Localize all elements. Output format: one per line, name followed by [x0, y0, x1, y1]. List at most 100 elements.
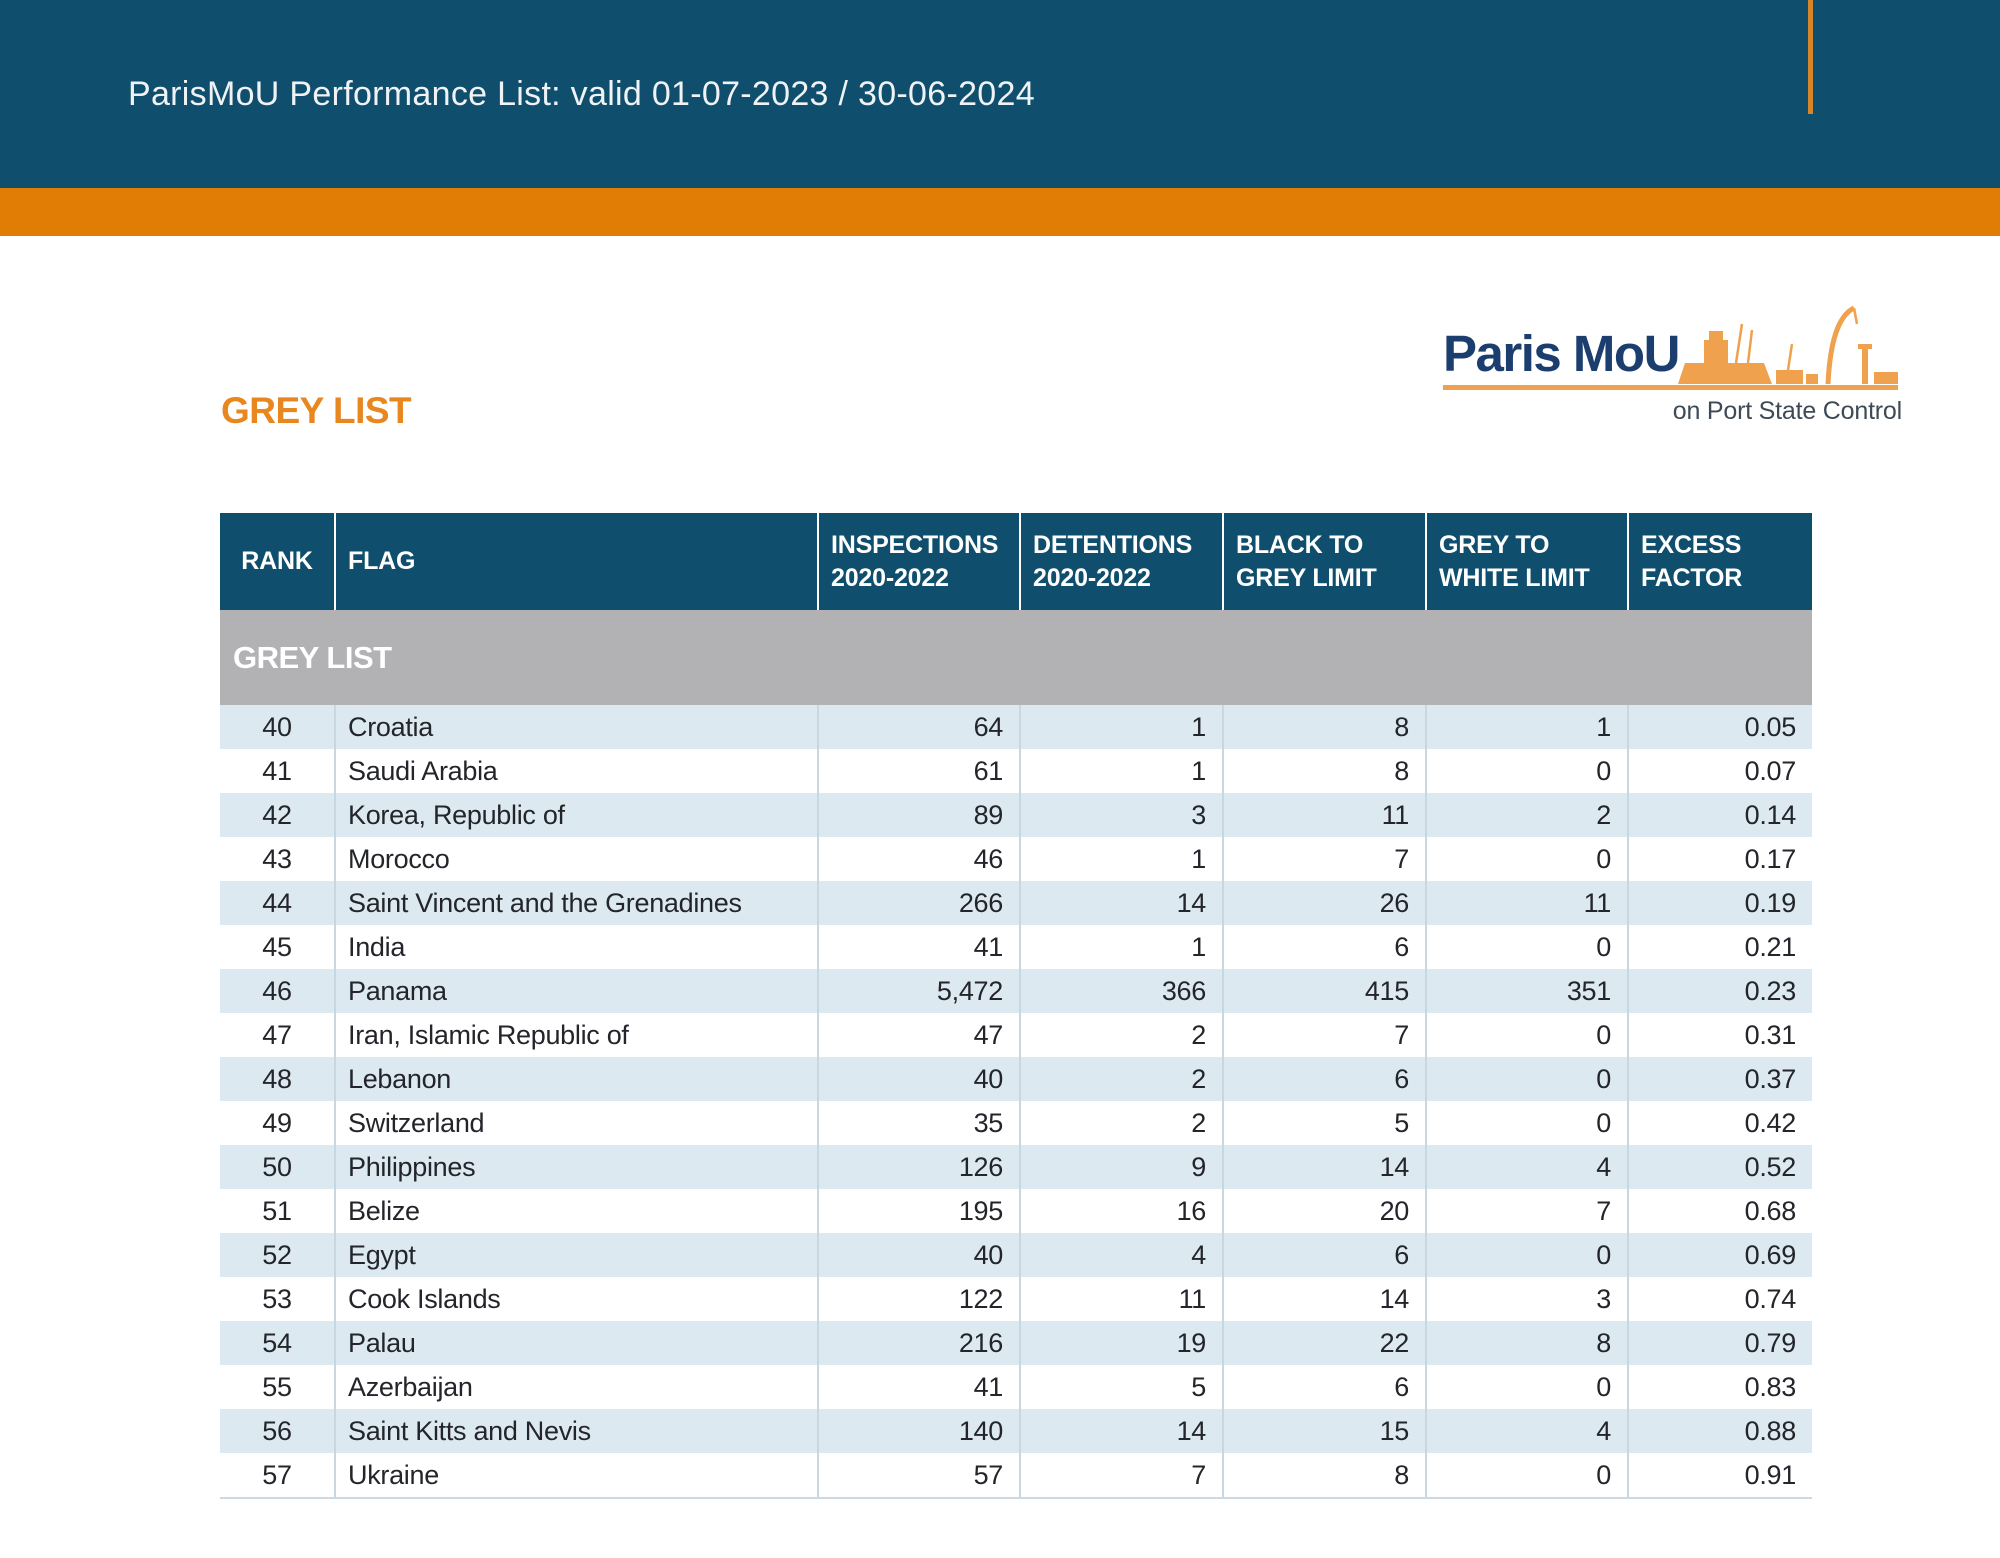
cell-detentions: 14: [1019, 1409, 1223, 1453]
cell-black_to_grey: 6: [1222, 1057, 1426, 1101]
cell-rank: 55: [262, 1371, 292, 1402]
table-row: 42 Korea, Republic of 89 3 11 2 0.14: [220, 793, 1812, 837]
cell-rank: 46: [220, 969, 335, 1013]
page-header-banner: ParisMoU Performance List: valid 01-07-2…: [0, 0, 2000, 188]
cell-excess: 0.23: [1627, 969, 1812, 1013]
cell-detentions: 1: [1019, 705, 1223, 749]
cell-rank: 57: [220, 1453, 335, 1499]
section-title: GREY LIST: [221, 390, 412, 431]
cell-grey_to_white: 351: [1425, 969, 1628, 1013]
col-header-excess-factor: EXCESS FACTOR: [1627, 513, 1812, 610]
cell-rank: 48: [220, 1057, 335, 1101]
cell-rank: 42: [220, 793, 335, 837]
cell-excess: 0.69: [1627, 1233, 1812, 1277]
cell-flag: Palau: [334, 1321, 818, 1365]
cell-flag: Iran, Islamic Republic of: [334, 1013, 818, 1057]
cell-excess: 0.83: [1627, 1365, 1812, 1409]
performance-table: RANK FLAG INSPECTIONS 2020-2022 DETENTIO…: [220, 513, 1812, 1499]
cell-excess: 0.42: [1627, 1101, 1812, 1145]
cell-flag: Azerbaijan: [334, 1365, 818, 1409]
cell-grey_to_white: 4: [1425, 1409, 1628, 1453]
cell-excess: 0.31: [1627, 1013, 1812, 1057]
cell-excess: 0.52: [1627, 1145, 1812, 1189]
cell-black_to_grey: 14: [1222, 1145, 1426, 1189]
cell-flag: Belize: [334, 1189, 818, 1233]
cell-grey_to_white: 4: [1425, 1145, 1628, 1189]
table-row: 47 Iran, Islamic Republic of 47 2 7 0 0.31: [220, 1013, 1812, 1057]
cell-black_to_grey: 22: [1222, 1321, 1426, 1365]
cell-rank: 45: [262, 931, 292, 962]
cell-flag: Korea, Republic of: [334, 793, 818, 837]
table-row: 49 Switzerland 35 2 5 0 0.42: [220, 1101, 1812, 1145]
cell-detentions: 1: [1019, 837, 1223, 881]
cell-detentions: 9: [1019, 1145, 1223, 1189]
cell-grey_to_white: 0: [1425, 925, 1628, 969]
cell-excess: 0.91: [1627, 1453, 1812, 1499]
cell-black_to_grey: 8: [1222, 705, 1426, 749]
cell-detentions: 4: [1019, 1233, 1223, 1277]
col-header-black-to-grey-limit: BLACK TO GREY LIMIT: [1222, 513, 1426, 610]
cell-grey_to_white: 0: [1425, 749, 1628, 793]
cell-grey_to_white: 0: [1425, 1453, 1628, 1499]
cell-excess: 0.14: [1627, 793, 1812, 837]
cell-rank: 54: [220, 1321, 335, 1365]
cell-inspections: 64: [817, 705, 1020, 749]
cell-rank: 49: [262, 1107, 292, 1138]
table-row: 46 Panama 5,472 366 415 351 0.23: [220, 969, 1812, 1013]
table-body: GREY LIST 40 Croatia 64 1 8 1 0.05 41 Saudi Arab…: [220, 610, 1812, 1499]
cell-detentions: 3: [1019, 793, 1223, 837]
table-row: 41 Saudi Arabia 61 1 8 0 0.07: [220, 749, 1812, 793]
cell-grey_to_white: 0: [1425, 837, 1628, 881]
cell-grey_to_white: 3: [1425, 1277, 1628, 1321]
cell-inspections: 41: [817, 925, 1020, 969]
cell-rank: 47: [262, 1019, 292, 1050]
cell-excess: 0.05: [1627, 705, 1812, 749]
cell-inspections: 89: [817, 793, 1020, 837]
cell-detentions: 2: [1019, 1013, 1223, 1057]
ship-crane-icon: [1678, 305, 1898, 384]
cell-detentions: 366: [1019, 969, 1223, 1013]
col-header-flag: FLAG: [334, 513, 818, 610]
logo-underline: [1443, 385, 1898, 390]
cell-grey_to_white: 1: [1425, 705, 1628, 749]
cell-flag: Morocco: [334, 837, 818, 881]
parismou-logo: Paris MoU on Port State Contr: [1440, 298, 1902, 438]
table-row: 43 Morocco 46 1 7 0 0.17: [220, 837, 1812, 881]
cell-black_to_grey: 11: [1222, 793, 1426, 837]
table-row: 57 Ukraine 57 7 8 0 0.91: [220, 1453, 1812, 1499]
cell-inspections: 40: [817, 1233, 1020, 1277]
group-label: GREY LIST: [220, 610, 1812, 705]
cell-detentions: 1: [1019, 749, 1223, 793]
cell-flag: Panama: [334, 969, 818, 1013]
cell-grey_to_white: 7: [1425, 1189, 1628, 1233]
col-header-rank: RANK: [220, 513, 335, 610]
cell-detentions: 1: [1019, 925, 1223, 969]
cell-flag: Egypt: [334, 1233, 818, 1277]
cell-flag: Ukraine: [334, 1453, 818, 1499]
cell-excess: 0.88: [1627, 1409, 1812, 1453]
page-title: ParisMoU Performance List: valid 01-07-2…: [128, 74, 1035, 113]
cell-excess: 0.79: [1627, 1321, 1812, 1365]
cell-detentions: 7: [1019, 1453, 1223, 1499]
cell-rank: 50: [220, 1145, 335, 1189]
orange-divider-bar: [0, 188, 2000, 236]
cell-black_to_grey: 415: [1222, 969, 1426, 1013]
cell-flag: Switzerland: [334, 1101, 818, 1145]
cell-inspections: 35: [817, 1101, 1020, 1145]
cell-inspections: 195: [817, 1189, 1020, 1233]
cell-inspections: 140: [817, 1409, 1020, 1453]
cell-detentions: 5: [1019, 1365, 1223, 1409]
cell-inspections: 57: [817, 1453, 1020, 1499]
cell-excess: 0.74: [1627, 1277, 1812, 1321]
cell-black_to_grey: 6: [1222, 1233, 1426, 1277]
cell-black_to_grey: 8: [1222, 1453, 1426, 1499]
table-row: 53 Cook Islands 122 11 14 3 0.74: [220, 1277, 1812, 1321]
cell-detentions: 11: [1019, 1277, 1223, 1321]
cell-detentions: 2: [1019, 1101, 1223, 1145]
cell-black_to_grey: 26: [1222, 881, 1426, 925]
cell-rank: 41: [262, 755, 292, 786]
cell-rank: 56: [220, 1409, 335, 1453]
cell-flag: India: [334, 925, 818, 969]
cell-rank: 53: [262, 1283, 292, 1314]
cell-black_to_grey: 6: [1222, 1365, 1426, 1409]
